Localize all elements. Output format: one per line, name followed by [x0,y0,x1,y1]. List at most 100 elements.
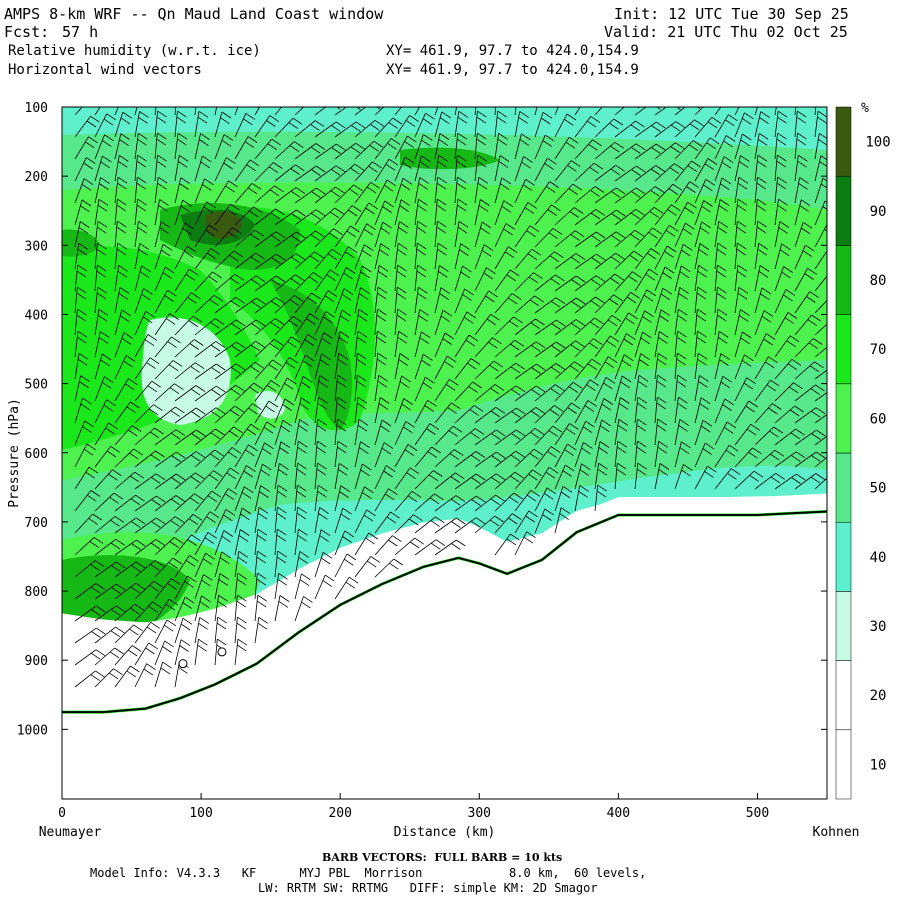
wind-barb [154,154,167,182]
wind-barb [394,242,408,270]
wind-barb [794,267,817,292]
wind-barb [234,113,256,138]
wind-barb [94,286,108,314]
wind-barb [334,576,359,600]
wind-barb [674,396,688,424]
wind-barb [754,176,767,204]
wind-barb [534,134,555,160]
colorbar-segment [835,660,852,731]
wind-barb [654,245,677,270]
colorbar-label: 100 [865,135,890,151]
wind-barb [594,209,626,226]
wind-barb [514,428,545,446]
wind-barb [174,268,199,292]
colorbar-segment [835,729,852,800]
wind-barb [294,313,319,336]
y-tick-label: 600 [25,447,48,462]
wind-barb [274,253,306,270]
wind-barb [114,645,142,666]
wind-barb [534,107,538,116]
wind-barb [374,442,394,468]
wind-barb [814,323,827,336]
barb-legend: BARB VECTORS: FULL BARB = 10 kts [322,851,563,864]
wind-barb [294,292,321,314]
wind-barb [234,252,265,270]
wind-barb [714,421,737,446]
wind-barb [654,121,686,138]
wind-barb [374,558,404,578]
wind-barb [594,419,611,446]
wind-barb [294,528,308,556]
wind-barb [514,489,541,512]
wind-barb [634,462,648,490]
wind-barb [674,464,693,490]
wind-barb [734,155,750,182]
wind-barb [734,470,764,490]
wind-barb [234,594,247,622]
wind-barb [234,297,266,314]
wind-barb [314,269,340,292]
wind-barb [614,440,628,468]
wind-barb [274,164,305,182]
wind-barb [114,264,128,292]
physics-info: LW: RRTM SW: RRTMG DIFF: simple KM: 2D S… [258,881,598,895]
wind-barb [434,309,453,336]
wind-barb [94,647,124,666]
wind-barb [114,378,138,402]
wind-barb [474,313,500,336]
wind-barb [94,516,125,534]
wind-barb [594,187,626,204]
wind-barb [154,537,184,556]
wind-barb [614,333,636,358]
wind-barb [254,231,286,248]
wind-barb [254,359,282,380]
wind-barb [274,336,301,358]
forecast-label: Fcst: [4,23,50,41]
wind-barb [274,595,290,622]
wind-barb [454,243,470,270]
y-tick-label: 200 [25,170,48,185]
wind-barb [794,451,826,468]
wind-barb [494,132,508,160]
wind-barb [414,264,427,292]
wind-barb [734,264,748,292]
wind-barb [314,375,330,402]
wind-barb [674,352,687,380]
wind-barb [174,110,187,138]
wind-barb [174,534,201,556]
wind-barb [354,374,367,402]
wind-barb [334,440,348,468]
wind-barb [334,225,360,248]
wind-barb [614,271,642,292]
wind-barb [694,264,708,292]
wind-barb [354,486,374,512]
wind-barb [154,289,177,314]
wind-barb [254,421,277,446]
wind-barb [274,315,303,336]
wind-barb [714,199,730,226]
wind-barb [474,199,490,226]
wind-barb [374,107,399,116]
wind-barb [634,268,659,292]
wind-barb [774,473,806,490]
wind-barb [234,465,256,490]
wind-barb [474,267,496,292]
wind-barb [334,485,351,512]
wind-barb [334,374,347,402]
wind-barb [134,539,166,556]
wind-barb [534,487,557,512]
wind-barb [514,469,542,490]
wind-barb [94,134,114,160]
wind-barb [214,447,242,468]
wind-barb [74,537,104,556]
wind-barb [794,199,811,226]
wind-barb [274,274,305,292]
wind-barb [74,375,90,402]
wind-barb [114,471,145,490]
wind-barb [414,286,428,314]
wind-barb [154,619,177,644]
wind-barb [214,296,245,314]
wind-barb [514,178,535,204]
wind-barb [174,222,195,248]
wind-barb [154,176,168,204]
